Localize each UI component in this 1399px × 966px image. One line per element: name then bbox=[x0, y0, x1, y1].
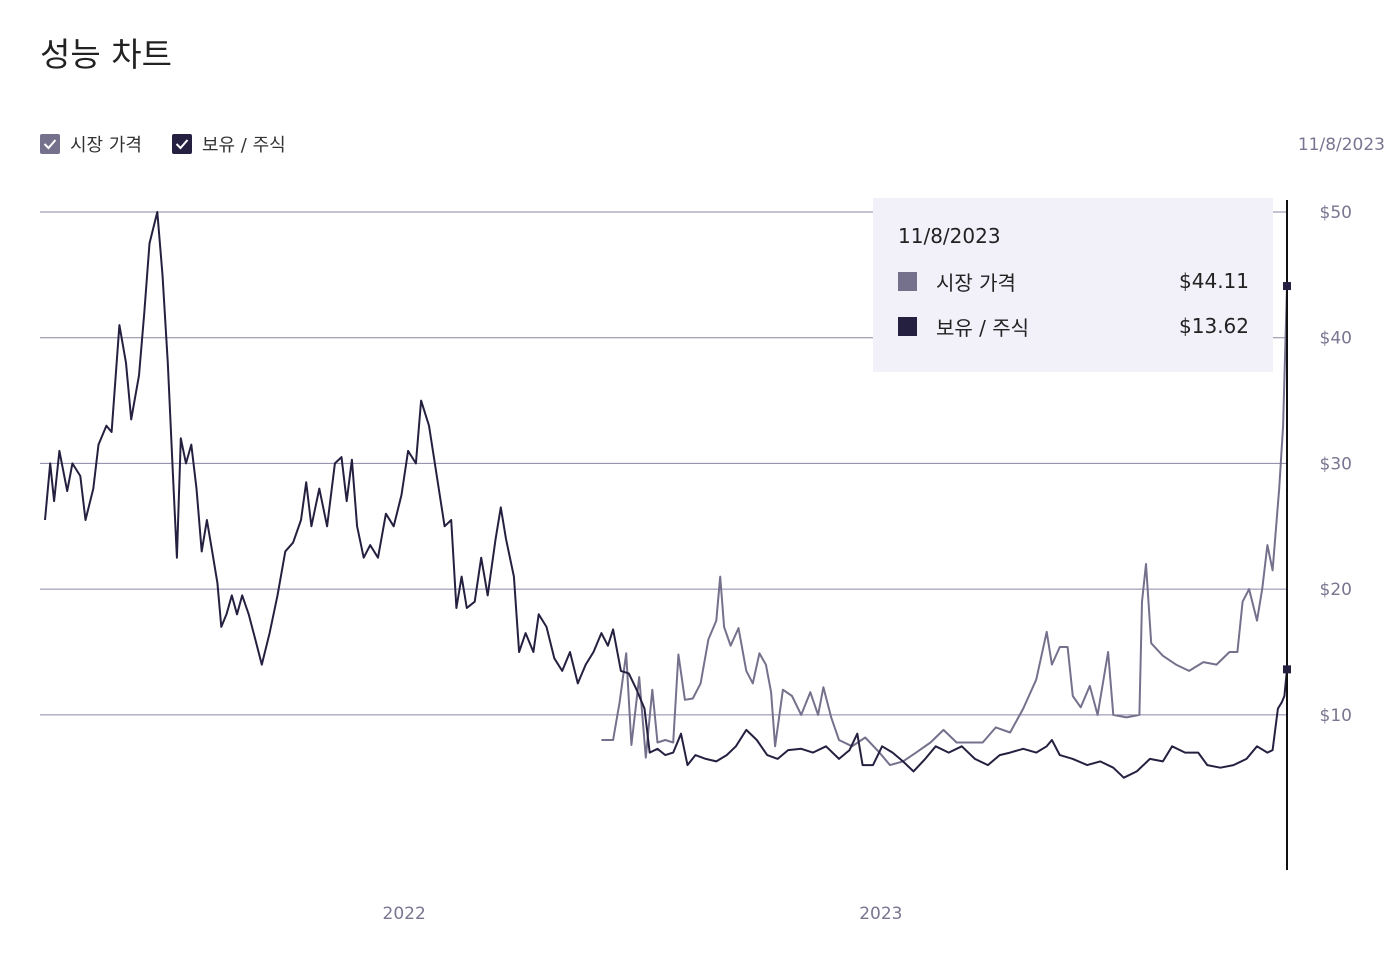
checkbox-holdings[interactable] bbox=[171, 134, 192, 154]
legend-label-holdings: 보유 / 주식 bbox=[201, 135, 286, 156]
tooltip-value: $13.62 bbox=[1179, 314, 1249, 338]
tooltip-date: 11/8/2023 bbox=[898, 224, 1001, 248]
tooltip-row-market-price: 시장 가격 $44.11 bbox=[898, 269, 1249, 295]
chart-tooltip: 11/8/2023 시장 가격 $44.11 보유 / 주식 $13.62 bbox=[873, 198, 1273, 372]
chart-cursor bbox=[1283, 200, 1291, 870]
legend-toggle-market-price[interactable]: 시장 가격 bbox=[40, 131, 142, 157]
y-tick-label: $20 bbox=[1320, 580, 1352, 600]
market-price-line bbox=[601, 285, 1288, 767]
legend-label-market-price: 시장 가격 bbox=[70, 135, 142, 156]
y-tick-label: $50 bbox=[1320, 203, 1352, 223]
selected-date: 11/8/2023 bbox=[1297, 135, 1385, 155]
tooltip-label: 보유 / 주식 bbox=[936, 315, 1030, 340]
checkbox-market-price[interactable] bbox=[40, 134, 60, 154]
y-tick-label: $30 bbox=[1320, 454, 1352, 474]
market-price-marker bbox=[1283, 282, 1291, 291]
chart-legend: 시장 가격 보유 / 주식 bbox=[40, 131, 286, 157]
market-price-swatch bbox=[898, 271, 917, 291]
holdings-marker bbox=[1283, 665, 1291, 674]
tooltip-row-holdings: 보유 / 주식 $13.62 bbox=[898, 314, 1249, 340]
page-title: 성능 차트 bbox=[40, 35, 172, 74]
check-icon bbox=[43, 139, 57, 150]
x-tick-label: 2023 bbox=[859, 904, 902, 924]
holdings-swatch bbox=[898, 316, 917, 336]
chart-series bbox=[44, 211, 1288, 779]
y-tick-label: $40 bbox=[1320, 329, 1352, 349]
holdings-line bbox=[44, 211, 1288, 779]
tooltip-label: 시장 가격 bbox=[936, 270, 1016, 295]
legend-toggle-holdings[interactable]: 보유 / 주식 bbox=[171, 131, 286, 157]
y-tick-label: $10 bbox=[1320, 706, 1352, 726]
chart-axis-labels: $10 $20 $30 $40 $50 2022 2023 bbox=[383, 203, 1352, 924]
x-tick-label: 2022 bbox=[383, 904, 426, 924]
check-icon bbox=[175, 139, 189, 150]
tooltip-value: $44.11 bbox=[1179, 269, 1249, 293]
